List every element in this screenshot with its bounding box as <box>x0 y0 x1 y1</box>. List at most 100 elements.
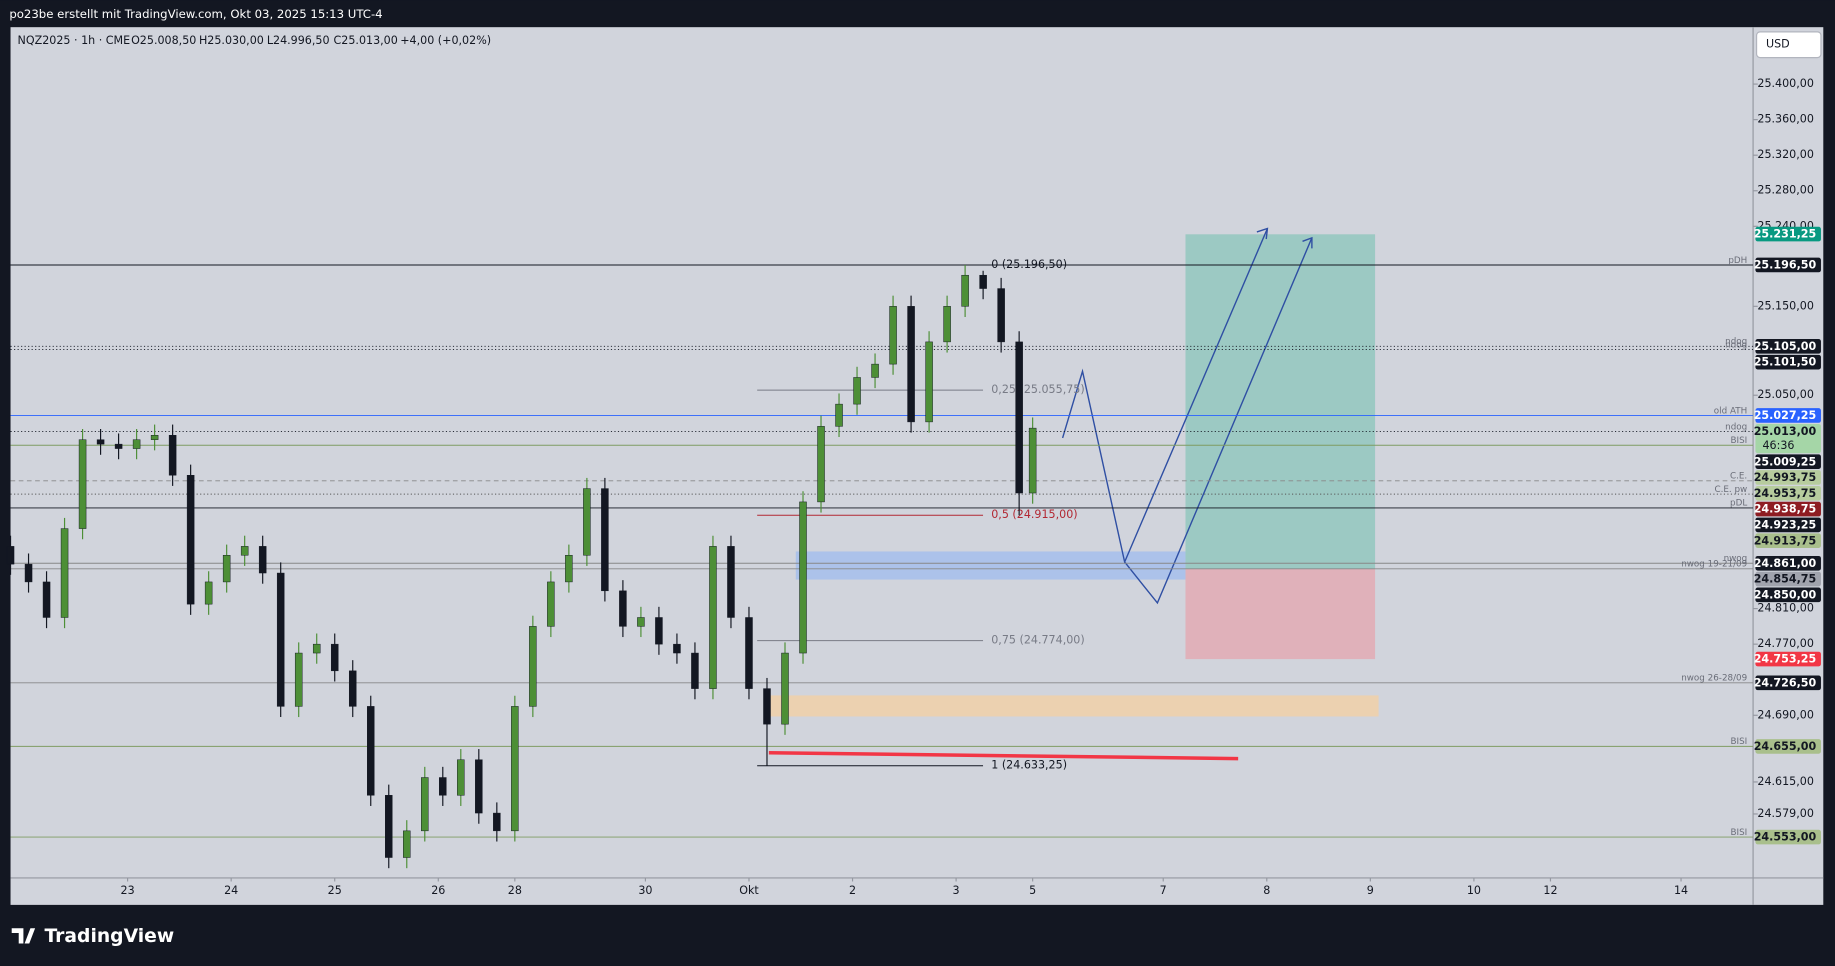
price-tag <box>1755 408 1821 423</box>
x-tick-label: 30 <box>638 884 652 897</box>
price-tag <box>1755 517 1821 533</box>
candle-body <box>799 501 807 654</box>
price-tag <box>1755 339 1821 354</box>
footer-brand: TradingView <box>44 926 174 947</box>
candle-body <box>6 546 15 565</box>
candle-body <box>727 546 735 618</box>
price-tag <box>1755 555 1821 571</box>
x-tick-label: 14 <box>1674 884 1688 897</box>
candle-body <box>673 643 681 654</box>
y-tick-label: 24.579,00 <box>1757 807 1814 820</box>
level-label: nwog 26-28/09 <box>1681 674 1747 684</box>
level-label: nwog 19-21/09 <box>1681 560 1747 570</box>
candle-body <box>150 435 159 440</box>
candle-body <box>601 488 609 592</box>
candle-body <box>583 488 591 556</box>
fvg-zone[interactable] <box>795 551 1186 580</box>
candle-body <box>637 617 645 627</box>
price-tag-label: 24.726,50 <box>1754 676 1817 689</box>
candle-body <box>817 426 825 503</box>
data-layer: 25.400,00 25.360,00 25.320,00 25.280,00 25.2… <box>6 77 1821 897</box>
candle-body <box>781 652 789 725</box>
candle-body <box>348 670 357 707</box>
currency-label: USD <box>1766 38 1790 51</box>
projection-path[interactable] <box>1061 228 1269 565</box>
candle-body <box>655 617 663 645</box>
y-tick-label: 24.615,00 <box>1757 775 1814 788</box>
candle-body <box>385 795 393 858</box>
price-tag-label: 24.913,75 <box>1754 534 1817 547</box>
candle-body <box>997 288 1005 343</box>
candle-body <box>1028 427 1037 494</box>
ob-zone[interactable] <box>768 695 1379 717</box>
legend-high: H25.030,00 <box>199 34 264 47</box>
candle-body <box>439 777 447 796</box>
price-tag-label: 25.013,00 <box>1754 425 1817 438</box>
price-tag-label: 25.196,50 <box>1754 259 1817 272</box>
price-tag <box>1755 675 1821 691</box>
candle-body <box>889 306 897 365</box>
candle-body <box>619 590 627 627</box>
candle-body <box>96 439 105 445</box>
price-tag-label: 24.655,00 <box>1754 740 1817 753</box>
position-loss-zone[interactable] <box>1185 569 1376 660</box>
level-label: C.E. <box>1730 472 1747 482</box>
candle-body <box>42 581 51 618</box>
x-tick-label: 10 <box>1467 884 1481 897</box>
price-tag <box>1755 423 1821 454</box>
fib-label: 0,25 (25.055,75) <box>991 383 1084 396</box>
price-tag-label: 24.953,75 <box>1754 487 1817 500</box>
x-tick-label: 28 <box>508 884 522 897</box>
candle-body <box>943 306 951 343</box>
price-tag <box>1755 226 1821 242</box>
candle-body <box>493 812 501 832</box>
red-trendline[interactable] <box>768 750 1239 761</box>
candle-body <box>222 555 231 583</box>
level-label: C.E. pw <box>1714 485 1747 495</box>
candle-body <box>276 572 285 707</box>
candle-body <box>132 439 141 449</box>
candle-body <box>547 581 555 627</box>
price-tag <box>1755 571 1821 587</box>
price-tag <box>1755 485 1821 501</box>
candle-body <box>168 435 177 476</box>
fib-label: 0,5 (24.915,00) <box>991 508 1077 521</box>
candle-body <box>294 652 303 707</box>
candle-body <box>457 759 465 796</box>
price-tag <box>1755 829 1821 845</box>
x-tick-label: 12 <box>1543 884 1557 897</box>
y-tick-label: 24.690,00 <box>1757 708 1814 721</box>
price-tag <box>1755 501 1821 517</box>
y-tick-label: 25.360,00 <box>1757 113 1814 126</box>
y-tick-label: 25.320,00 <box>1757 148 1814 161</box>
currency-button[interactable] <box>1756 31 1822 59</box>
position-profit-zone[interactable] <box>1185 234 1376 570</box>
legend: NQZ2025 · 1h · CME O25.008,50 H25.030,00… <box>18 34 492 47</box>
y-tick-label: 25.280,00 <box>1757 184 1814 197</box>
price-tag <box>1755 651 1821 667</box>
fib-label: 0 (25.196,50) <box>991 258 1067 271</box>
candle-body <box>565 555 573 583</box>
projection-path[interactable] <box>1124 237 1313 605</box>
candle-body <box>1015 341 1023 494</box>
price-tag-label: 24.854,75 <box>1754 573 1817 586</box>
price-tag-label: 25.009,25 <box>1754 455 1817 468</box>
candle-body <box>709 546 717 689</box>
candle-body <box>745 617 753 689</box>
candle-body <box>60 528 69 618</box>
price-tag-label: 24.553,00 <box>1754 831 1817 844</box>
level-label: pDH <box>1728 256 1747 266</box>
candle-body <box>853 377 861 405</box>
candle-body <box>763 688 771 725</box>
candle-body <box>78 439 87 529</box>
price-tag <box>1755 354 1821 370</box>
candle-body <box>835 403 843 427</box>
arrow-head <box>1302 236 1313 249</box>
candle-body <box>925 341 933 423</box>
y-tick-label: 25.150,00 <box>1757 299 1814 312</box>
x-tick-label: 5 <box>1029 884 1036 897</box>
legend-close: C25.013,00 <box>334 34 398 47</box>
x-tick-label: 9 <box>1367 884 1374 897</box>
